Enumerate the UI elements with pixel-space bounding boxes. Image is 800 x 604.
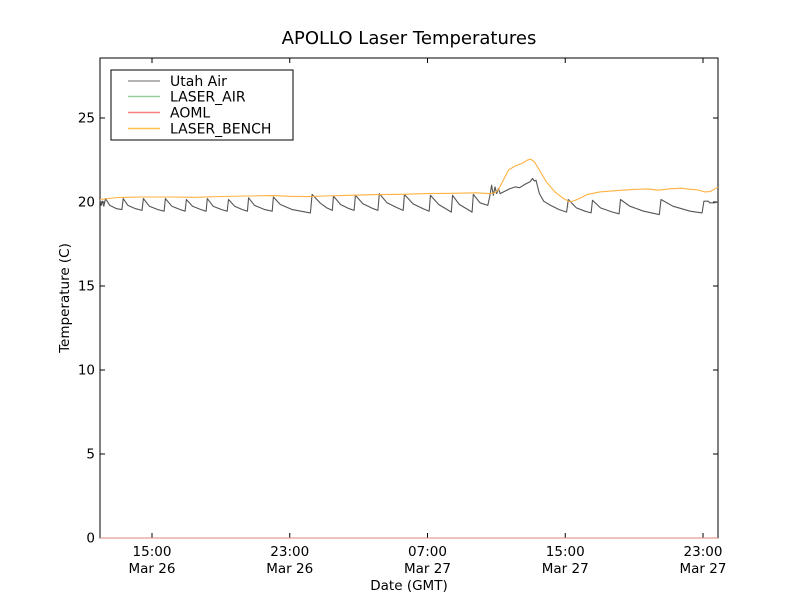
legend-label-laser-air: LASER_AIR — [170, 90, 246, 106]
x-tick-label-time: 15:00 — [133, 544, 172, 560]
laser-bench-line — [99, 158, 719, 203]
y-axis-label: Temperature (C) — [57, 243, 73, 354]
x-axis-label: Date (GMT) — [370, 578, 447, 594]
x-tick-label-date: Mar 27 — [680, 561, 727, 577]
x-tick-label-date: Mar 27 — [542, 561, 589, 577]
x-tick-label-date: Mar 27 — [404, 561, 451, 577]
y-tick-label: 20 — [78, 195, 95, 211]
y-tick-label: 25 — [78, 111, 95, 127]
legend-item-utah-air: Utah Air — [128, 74, 227, 90]
x-tick-label-time: 07:00 — [408, 544, 447, 560]
legend-item-laser-air: LASER_AIR — [128, 90, 246, 106]
x-tick-label-date: Mar 26 — [129, 561, 176, 577]
y-tick-label: 15 — [78, 279, 95, 295]
y-tick-label: 10 — [78, 363, 95, 379]
y-tick-label: 0 — [86, 531, 95, 547]
legend-item-laser-bench: LASER_BENCH — [128, 122, 271, 138]
chart-title: APOLLO Laser Temperatures — [282, 28, 537, 49]
legend-label-utah-air: Utah Air — [170, 74, 227, 90]
legend-label-aoml: AOML — [170, 106, 210, 122]
y-tick-label: 5 — [86, 447, 95, 463]
plot-series — [99, 158, 719, 539]
legend-label-laser-bench: LASER_BENCH — [170, 122, 271, 138]
legend: Utah Air LASER_AIR AOML LASER_BENCH — [110, 69, 294, 141]
legend-item-aoml: AOML — [128, 106, 210, 122]
x-tick-label-time: 23:00 — [684, 544, 723, 560]
x-tick-label-time: 15:00 — [546, 544, 585, 560]
x-tick-label-date: Mar 26 — [266, 561, 313, 577]
x-tick-label-time: 23:00 — [270, 544, 309, 560]
